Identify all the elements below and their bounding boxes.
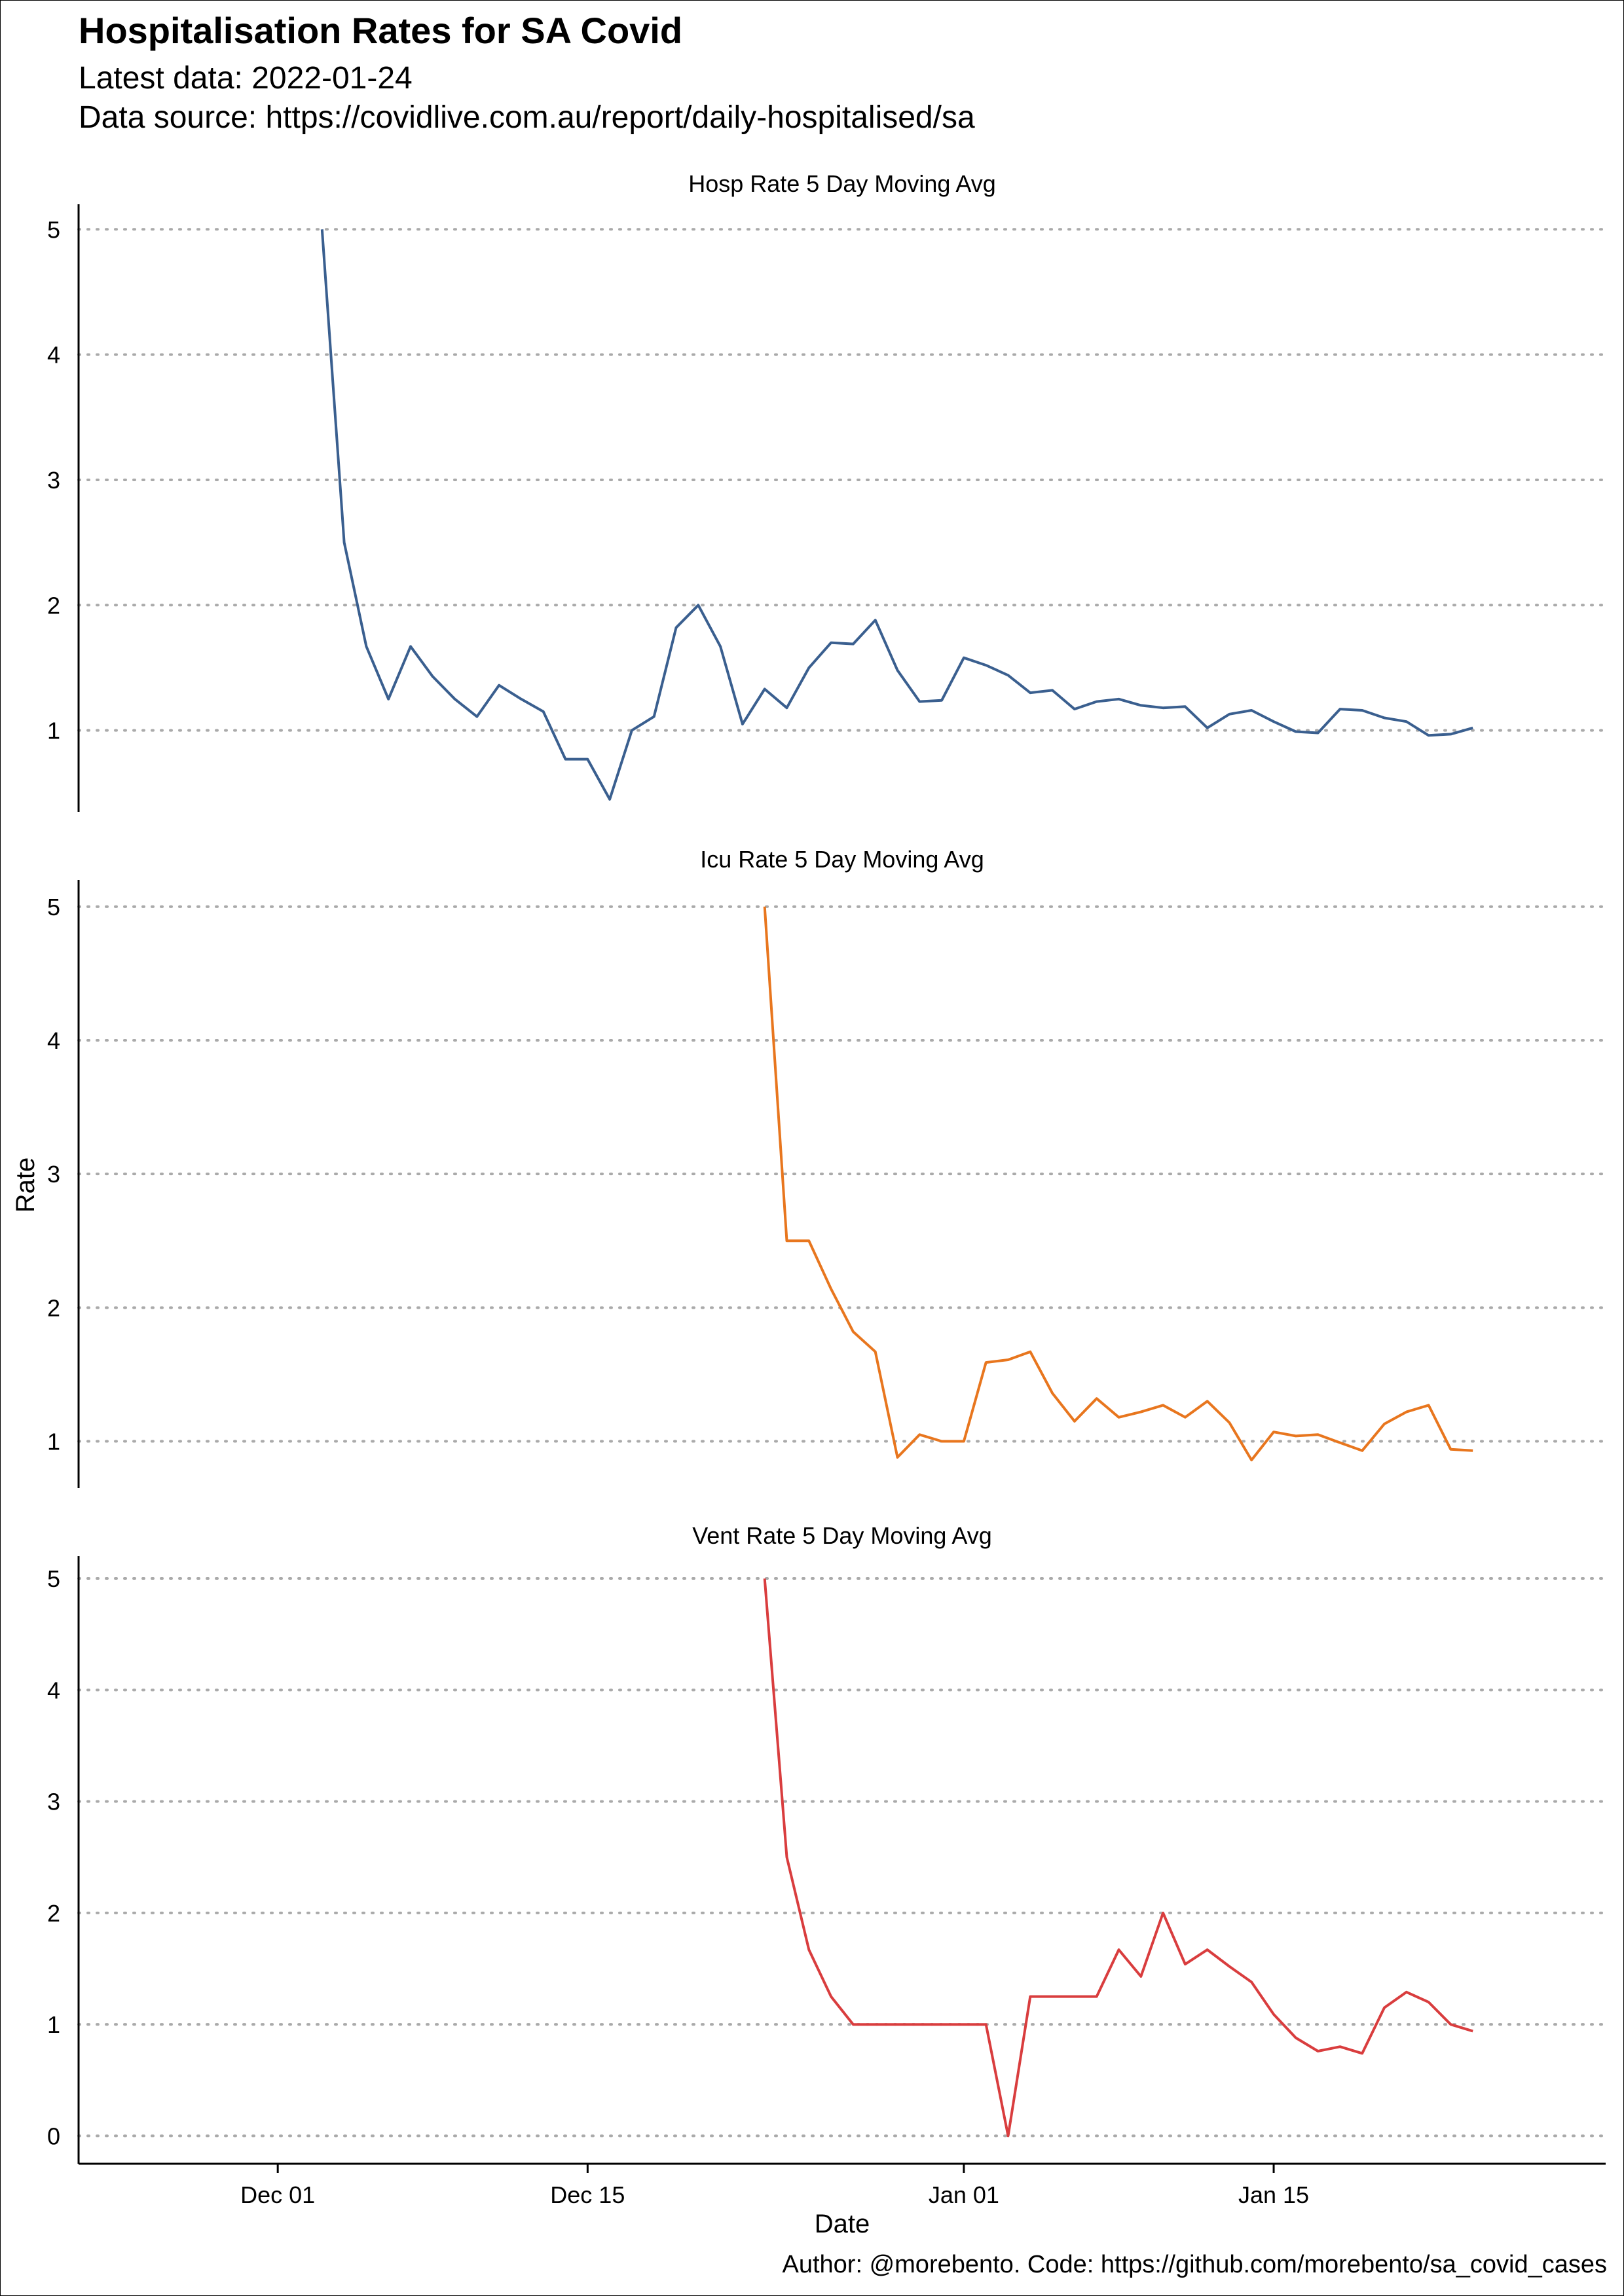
panel-3-y-tick-label: 0 [47, 2123, 60, 2149]
panel-2-series-line [763, 906, 1473, 1462]
panel-3-y-tick-label: 1 [47, 2011, 60, 2038]
chart-subtitle-latest-data: Latest data: 2022-01-24 [79, 61, 413, 96]
x-tick-label: Dec 01 [240, 2181, 315, 2208]
panel-3-y-tick-label: 2 [47, 1900, 60, 1927]
panel-1-y-tick-label: 3 [47, 467, 60, 494]
panel-1-strip-title: Hosp Rate 5 Day Moving Avg [688, 170, 996, 197]
x-tick-label: Jan 15 [1238, 2181, 1309, 2208]
chart-subtitle-data-source: Data source: https://covidlive.com.au/re… [79, 100, 975, 135]
chart-caption: Author: @morebento. Code: https://github… [782, 2251, 1608, 2278]
x-tick-label: Dec 15 [550, 2181, 625, 2208]
panel-3-y-tick-label: 5 [47, 1565, 60, 1592]
panel-2-y-tick-label: 4 [47, 1027, 60, 1054]
panel-2-y-tick-label: 1 [47, 1429, 60, 1455]
panel-1-y-tick-label: 5 [47, 216, 60, 243]
panel-3-y-tick-label: 4 [47, 1677, 60, 1704]
panel-3-series-line [763, 1578, 1473, 2138]
panel-3-strip-title: Vent Rate 5 Day Moving Avg [692, 1522, 992, 1549]
panel-2-y-tick-label: 5 [47, 894, 60, 920]
panel-3-y-tick-label: 3 [47, 1789, 60, 1815]
x-axis-title: Date [815, 2210, 870, 2238]
panel-2-y-tick-label: 2 [47, 1294, 60, 1321]
panel-1-y-tick-label: 2 [47, 592, 60, 619]
panel-1-y-tick-label: 1 [47, 718, 60, 744]
x-tick-label: Jan 01 [929, 2181, 999, 2208]
y-axis-title: Rate [11, 1157, 40, 1213]
panel-2-strip-title: Icu Rate 5 Day Moving Avg [700, 846, 984, 873]
panel-2-y-tick-label: 3 [47, 1161, 60, 1188]
panel-1-series-line [320, 229, 1473, 801]
chart-title: Hospitalisation Rates for SA Covid [79, 10, 683, 51]
panel-1-y-tick-label: 4 [47, 342, 60, 369]
